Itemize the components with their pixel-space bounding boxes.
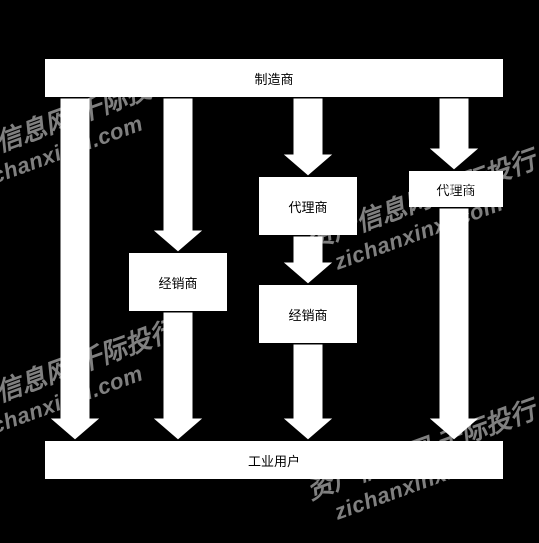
node-label: 经销商 — [158, 273, 197, 292]
arrow-dealer_mid-to-industrial — [283, 344, 334, 440]
watermark-sub: zichanxinxi.com — [0, 110, 147, 195]
diagram-canvas: 制造商代理商代理商经销商经销商工业用户 资产信息网 千际投行zichanxinx… — [0, 0, 539, 543]
node-label: 代理商 — [288, 197, 327, 216]
node-label: 代理商 — [436, 180, 475, 199]
node-dealer_left: 经销商 — [128, 252, 228, 312]
node-agent_right: 代理商 — [408, 170, 504, 208]
node-dealer_mid: 经销商 — [258, 284, 358, 344]
watermark-main: 资产信息网 千际投行 — [0, 310, 180, 427]
node-industrial: 工业用户 — [44, 440, 504, 480]
node-agent_mid: 代理商 — [258, 176, 358, 236]
node-manufacturer: 制造商 — [44, 58, 504, 98]
arrow-agent_right-to-industrial — [429, 208, 480, 440]
arrow-manufacturer-to-industrial — [50, 98, 101, 440]
arrow-agent_mid-to-dealer_mid — [283, 236, 334, 284]
arrow-manufacturer-to-agent_right — [429, 98, 480, 170]
node-label: 经销商 — [288, 305, 327, 324]
arrow-manufacturer-to-agent_mid — [283, 98, 334, 176]
arrow-dealer_left-to-industrial — [153, 312, 204, 440]
arrow-manufacturer-to-dealer_left — [153, 98, 204, 252]
node-label: 工业用户 — [248, 451, 300, 470]
node-label: 制造商 — [254, 69, 293, 88]
watermark-sub: zichanxinxi.com — [0, 360, 147, 445]
